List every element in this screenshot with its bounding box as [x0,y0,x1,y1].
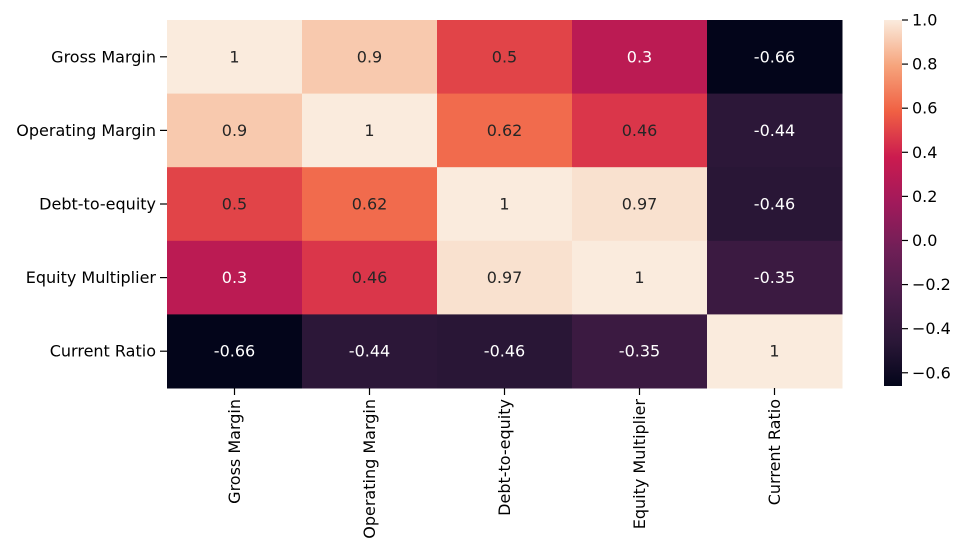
colorbar: 1.0 0.8 0.6 0.4 0.2 0.0 −0.2 −0.4 −0.6 [884,11,951,386]
heatmap-cell [707,240,843,315]
colorbar-tick-label: 0.2 [912,187,937,206]
cell-annotation: 0.3 [627,47,652,66]
cell-annotation: 1 [229,47,239,66]
colorbar-tick-label: 0.8 [912,55,937,74]
heatmap-cell [167,93,303,168]
x-tick-label: Equity Multiplier [630,399,649,530]
cell-annotation: 0.5 [492,47,517,66]
heatmap-cell [437,20,573,95]
cell-annotation: 0.46 [622,121,658,140]
colorbar-tick-label: 0.0 [912,231,937,250]
cell-annotation: 0.5 [222,195,247,214]
cell-annotation: 1 [364,121,374,140]
heatmap-cell [302,167,438,242]
cell-annotation: -0.44 [349,342,390,361]
y-tick-label: Gross Margin [51,47,156,66]
colorbar-gradient [884,20,902,386]
heatmap-cell [707,20,843,95]
cell-annotation: 0.46 [352,268,388,287]
cell-annotation: 1 [499,195,509,214]
heatmap-cell [572,240,708,315]
heatmap-cell [437,240,573,315]
y-tick-label: Equity Multiplier [26,268,157,287]
cell-annotation: -0.46 [484,342,525,361]
heatmap-annotations: 1 0.9 0.5 0.3 -0.66 0.9 1 0.62 0.46 -0.44 0.5 0.62 1… [214,47,795,360]
y-tick-label: Current Ratio [50,342,156,361]
heatmap-cell [572,93,708,168]
cell-annotation: -0.35 [754,268,795,287]
heatmap-cell [437,93,573,168]
x-tick-label: Debt-to-equity [495,399,514,516]
heatmap-cell [302,20,438,95]
heatmap-cell [707,93,843,168]
heatmap-cell [167,167,303,242]
column-labels: Gross Margin Operating Margin Debt-to-equi… [225,388,784,539]
cell-annotation: 0.62 [487,121,523,140]
colorbar-tick-label: −0.2 [912,275,951,294]
cell-annotation: 0.97 [622,195,658,214]
cell-annotation: -0.66 [214,342,255,361]
x-tick-label: Current Ratio [765,399,784,505]
colorbar-tick-label: 1.0 [912,11,937,30]
cell-annotation: -0.46 [754,195,795,214]
colorbar-tick-label: 0.6 [912,99,937,118]
heatmap-cell [167,20,303,95]
heatmap-cell [707,167,843,242]
heatmap-cell [437,314,573,389]
cell-annotation: 0.9 [222,121,247,140]
heatmap-cell [572,314,708,389]
heatmap-cell [302,93,438,168]
heatmap-cell [302,240,438,315]
heatmap-cells [167,20,843,389]
heatmap-cell [167,314,303,389]
heatmap-cell [707,314,843,389]
cell-annotation: -0.66 [754,47,795,66]
y-tick-label: Debt-to-equity [39,195,156,214]
cell-annotation: 0.62 [352,195,388,214]
x-tick-label: Operating Margin [360,399,379,539]
heatmap-cell [167,240,303,315]
heatmap-cell [572,167,708,242]
colorbar-tick-label: −0.4 [912,319,951,338]
cell-annotation: 0.9 [357,47,382,66]
cell-annotation: 1 [769,342,779,361]
cell-annotation: 1 [634,268,644,287]
cell-annotation: 0.97 [487,268,523,287]
cell-annotation: -0.44 [754,121,795,140]
heatmap-cell [302,314,438,389]
colorbar-tick-label: 0.4 [912,143,937,162]
cell-annotation: -0.35 [619,342,660,361]
x-tick-label: Gross Margin [225,399,244,504]
cell-annotation: 0.3 [222,268,247,287]
row-labels: Gross Margin Operating Margin Debt-to-equi… [16,47,167,361]
y-tick-label: Operating Margin [16,121,156,140]
colorbar-tick-label: −0.6 [912,363,951,382]
heatmap-cell [572,20,708,95]
heatmap-cell [437,167,573,242]
